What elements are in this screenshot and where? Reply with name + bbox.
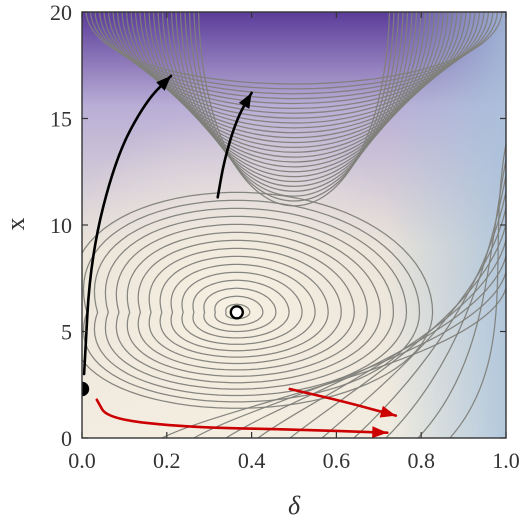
contour-line — [139, 12, 449, 144]
axis-ticks — [81, 11, 507, 439]
contour-line — [179, 12, 409, 187]
contour-line — [130, 12, 458, 134]
x-tick-label: 0.0 — [68, 448, 96, 473]
contour-line — [225, 255, 506, 438]
contour-line — [104, 215, 395, 390]
stable-equilibrium-point — [82, 381, 90, 397]
x-axis-title: δ — [288, 491, 301, 520]
contour-line — [121, 12, 467, 124]
x-tick-label: 0.8 — [407, 448, 435, 473]
trajectory-arrowhead — [238, 92, 252, 109]
contour-line — [175, 12, 413, 183]
trajectory-arrowhead — [156, 75, 171, 91]
contour-line — [93, 207, 408, 397]
contour-line — [103, 12, 485, 104]
contour-line — [170, 12, 418, 178]
contour-line — [107, 12, 481, 109]
contour-line — [184, 12, 404, 192]
contour-line — [134, 12, 454, 139]
contour-line — [115, 223, 382, 384]
contour-line — [157, 12, 431, 163]
contour-line — [98, 12, 490, 100]
y-tick-label: 10 — [50, 213, 72, 238]
plot-area — [82, 12, 506, 438]
equilibrium-points — [82, 305, 245, 397]
contour-line — [192, 279, 290, 339]
trajectory-line — [82, 74, 173, 376]
y-tick-label: 15 — [50, 107, 72, 132]
contour-line — [148, 247, 342, 365]
contour-line — [197, 12, 391, 207]
x-tick-label: 0.4 — [238, 448, 266, 473]
x-tick-label: 0.6 — [323, 448, 351, 473]
contour-line — [112, 12, 476, 114]
contour-line — [214, 295, 264, 326]
contour-line — [161, 12, 427, 168]
contour-line — [125, 12, 463, 129]
contour-line — [289, 223, 506, 438]
trajectory-line — [95, 398, 389, 434]
contour-line — [82, 191, 434, 409]
trajectory-arrows — [82, 74, 398, 438]
trajectory-arrowhead — [372, 426, 388, 438]
contour-line — [159, 255, 329, 358]
x-tick-label: 0.2 — [153, 448, 181, 473]
y-tick-label: 20 — [50, 0, 72, 25]
contour-line — [385, 175, 506, 438]
contour-line — [166, 12, 422, 173]
contour-line — [449, 143, 506, 438]
trajectory-line — [288, 387, 398, 417]
contour-line — [152, 12, 436, 158]
y-tick-label: 0 — [61, 426, 72, 451]
contour-line — [126, 231, 368, 377]
contour-line — [116, 12, 472, 119]
contour-line — [257, 239, 506, 438]
contour-line — [94, 12, 494, 95]
axis-tick-labels: 0.0 0.2 0.4 0.6 0.8 1.0 0 5 10 15 20 — [50, 0, 520, 473]
contour-line — [225, 303, 251, 320]
x-tick-label: 1.0 — [492, 448, 520, 473]
background-right-tint — [82, 12, 506, 438]
contour-line — [137, 239, 355, 371]
unstable-equilibrium-point — [229, 305, 245, 320]
y-axis-title: x — [1, 218, 30, 231]
contour-line — [170, 263, 316, 352]
contour-line — [203, 287, 277, 333]
trajectory-arrowhead — [379, 405, 396, 418]
contour-line — [193, 12, 395, 202]
y-tick-label: 5 — [61, 320, 72, 345]
contour-line — [181, 271, 303, 345]
contour-line — [321, 207, 506, 438]
trajectory-line — [216, 91, 253, 199]
contour-line — [143, 12, 445, 148]
contour-line — [161, 287, 506, 438]
contour-line — [188, 12, 400, 197]
